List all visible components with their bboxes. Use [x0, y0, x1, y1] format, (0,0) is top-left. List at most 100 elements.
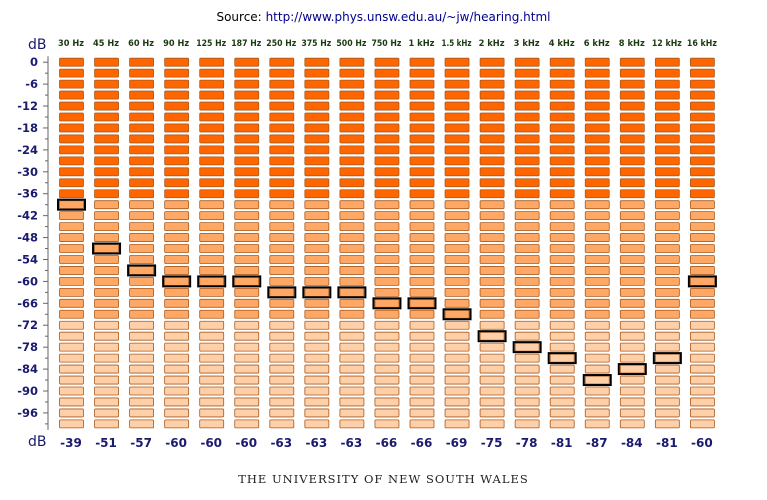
level-cell[interactable] [690, 68, 715, 78]
level-cell[interactable] [374, 156, 400, 166]
level-cell[interactable] [269, 287, 295, 297]
level-cell[interactable] [374, 287, 400, 297]
level-cell[interactable] [374, 68, 400, 78]
level-cell[interactable] [619, 419, 645, 429]
level-cell[interactable] [374, 134, 400, 144]
level-cell[interactable] [129, 353, 155, 363]
level-cell[interactable] [129, 123, 155, 133]
level-cell[interactable] [619, 298, 645, 308]
level-cell[interactable] [304, 276, 330, 286]
level-cell[interactable] [584, 309, 610, 319]
level-cell[interactable] [304, 57, 330, 67]
level-cell[interactable] [339, 233, 365, 242]
level-cell[interactable] [479, 156, 505, 166]
level-cell[interactable] [304, 386, 330, 396]
level-cell[interactable] [654, 419, 680, 429]
level-cell[interactable] [584, 342, 610, 352]
level-cell[interactable] [690, 309, 715, 319]
level-cell[interactable] [199, 266, 225, 275]
level-cell[interactable] [690, 342, 715, 352]
level-cell[interactable] [59, 57, 84, 67]
level-cell[interactable] [479, 79, 505, 89]
level-cell[interactable] [479, 276, 505, 286]
level-cell[interactable] [304, 364, 330, 374]
level-cell[interactable] [94, 156, 119, 166]
level-cell[interactable] [129, 134, 155, 144]
level-cell[interactable] [549, 408, 575, 418]
level-cell[interactable] [164, 222, 190, 232]
level-cell[interactable] [129, 189, 155, 199]
level-cell[interactable] [269, 134, 295, 144]
level-cell[interactable] [339, 112, 365, 122]
level-cell[interactable] [374, 233, 400, 242]
level-cell[interactable] [164, 255, 190, 264]
level-cell[interactable] [549, 397, 575, 407]
level-cell[interactable] [164, 189, 190, 199]
level-cell[interactable] [59, 112, 84, 122]
level-cell[interactable] [269, 266, 295, 275]
level-cell[interactable] [654, 167, 680, 177]
level-cell[interactable] [479, 408, 505, 418]
level-cell[interactable] [654, 353, 680, 363]
level-cell[interactable] [374, 266, 400, 275]
level-cell[interactable] [690, 375, 715, 385]
level-cell[interactable] [444, 331, 470, 341]
level-cell[interactable] [164, 320, 190, 330]
level-cell[interactable] [549, 255, 575, 264]
level-cell[interactable] [129, 309, 155, 319]
level-cell[interactable] [234, 287, 260, 297]
level-cell[interactable] [584, 353, 610, 363]
level-cell[interactable] [514, 287, 540, 297]
level-cell[interactable] [619, 90, 645, 100]
level-cell[interactable] [199, 211, 225, 221]
level-cell[interactable] [619, 211, 645, 221]
level-cell[interactable] [374, 90, 400, 100]
level-cell[interactable] [59, 309, 84, 319]
level-cell[interactable] [479, 244, 505, 253]
level-cell[interactable] [514, 397, 540, 407]
level-cell[interactable] [374, 353, 400, 363]
level-cell[interactable] [654, 298, 680, 308]
level-cell[interactable] [374, 320, 400, 330]
level-cell[interactable] [234, 222, 260, 232]
level-cell[interactable] [584, 123, 610, 133]
level-cell[interactable] [444, 276, 470, 286]
level-cell[interactable] [690, 233, 715, 242]
level-cell[interactable] [584, 134, 610, 144]
level-cell[interactable] [549, 112, 575, 122]
level-cell[interactable] [339, 419, 365, 429]
level-cell[interactable] [269, 178, 295, 188]
level-cell[interactable] [549, 167, 575, 177]
level-cell[interactable] [409, 167, 435, 177]
level-cell[interactable] [94, 244, 119, 253]
level-cell[interactable] [619, 309, 645, 319]
level-cell[interactable] [479, 167, 505, 177]
level-cell[interactable] [164, 397, 190, 407]
level-cell[interactable] [514, 353, 540, 363]
level-cell[interactable] [374, 244, 400, 253]
level-cell[interactable] [304, 298, 330, 308]
level-cell[interactable] [234, 123, 260, 133]
level-cell[interactable] [234, 276, 260, 286]
level-cell[interactable] [514, 156, 540, 166]
level-cell[interactable] [584, 331, 610, 341]
level-cell[interactable] [304, 266, 330, 275]
level-cell[interactable] [654, 134, 680, 144]
level-cell[interactable] [584, 397, 610, 407]
level-cell[interactable] [339, 68, 365, 78]
level-cell[interactable] [444, 134, 470, 144]
level-cell[interactable] [479, 342, 505, 352]
level-cell[interactable] [619, 101, 645, 111]
level-cell[interactable] [514, 68, 540, 78]
level-cell[interactable] [129, 222, 155, 232]
level-cell[interactable] [269, 156, 295, 166]
level-cell[interactable] [269, 211, 295, 221]
level-cell[interactable] [129, 397, 155, 407]
level-cell[interactable] [304, 419, 330, 429]
level-cell[interactable] [654, 244, 680, 253]
level-cell[interactable] [514, 255, 540, 264]
level-cell[interactable] [514, 364, 540, 374]
level-cell[interactable] [619, 156, 645, 166]
level-cell[interactable] [59, 145, 84, 155]
level-cell[interactable] [129, 167, 155, 177]
